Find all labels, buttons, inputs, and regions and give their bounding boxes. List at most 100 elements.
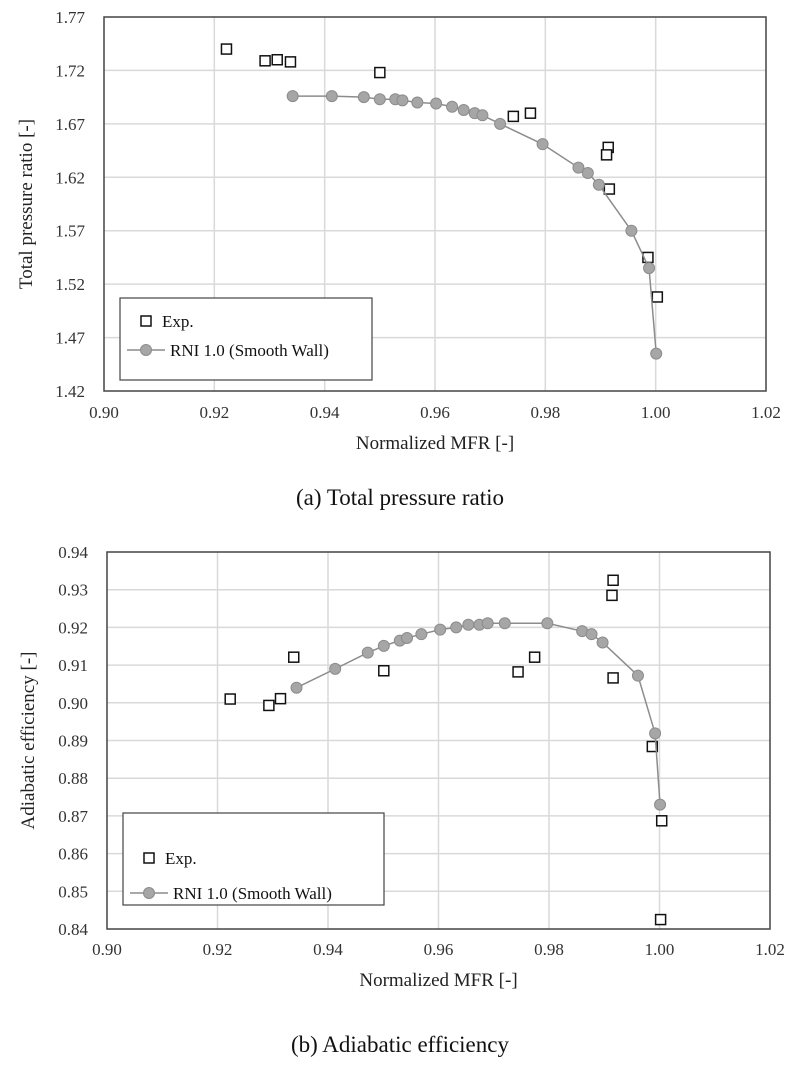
legend-marker-square — [140, 315, 152, 327]
y-tick-label: 0.91 — [58, 656, 88, 675]
x-tick-label: 0.90 — [92, 940, 122, 959]
data-point-circle — [536, 138, 549, 151]
legend: Exp. RNI 1.0 (Smooth Wall) — [119, 297, 373, 381]
data-point-circle — [643, 262, 656, 275]
data-point-circle — [649, 727, 662, 740]
x-tick-label: 1.02 — [755, 940, 785, 959]
legend-label-exp: Exp. — [165, 849, 197, 868]
x-tick-label: 1.00 — [641, 403, 671, 422]
data-point-square — [507, 110, 520, 123]
y-tick-label: 1.67 — [55, 115, 85, 134]
data-point-circle — [585, 628, 598, 641]
data-point-square — [600, 149, 613, 161]
data-point-circle — [415, 628, 428, 641]
y-axis-title: Adiabatic efficiency [-] — [18, 652, 39, 830]
y-tick-label: 1.77 — [55, 8, 85, 27]
data-point-circle — [361, 646, 374, 659]
x-axis-title: Normalized MFR [-] — [356, 433, 514, 454]
series-exp — [224, 574, 668, 926]
data-point-circle — [592, 178, 605, 191]
data-point-square — [374, 66, 386, 79]
y-tick-label: 0.87 — [58, 807, 88, 826]
data-point-square — [603, 183, 616, 195]
data-point-circle — [373, 93, 386, 106]
data-point-circle — [481, 617, 494, 630]
legend-marker-square — [143, 852, 155, 864]
data-point-square — [263, 699, 275, 712]
data-point-square — [512, 666, 524, 678]
data-point-circle — [430, 97, 443, 110]
data-point-square — [220, 43, 233, 55]
y-tick-label: 0.86 — [58, 845, 88, 864]
y-tick-label: 0.85 — [58, 882, 88, 901]
data-point-square — [655, 815, 668, 827]
y-tick-label: 1.42 — [55, 382, 85, 401]
data-point-square — [606, 589, 618, 602]
data-point-circle — [631, 669, 644, 682]
legend-marker-circle — [140, 344, 152, 356]
legend-marker-circle — [143, 887, 155, 899]
y-tick-label: 0.94 — [58, 543, 88, 562]
legend-label-exp: Exp. — [162, 312, 194, 331]
data-point-square — [607, 672, 619, 684]
x-tick-label: 1.02 — [751, 403, 781, 422]
y-tick-label: 0.88 — [58, 769, 88, 788]
x-tick-label: 0.92 — [199, 403, 229, 422]
y-tick-label: 0.93 — [58, 581, 88, 600]
data-point-square — [654, 913, 667, 926]
y-tick-label: 1.72 — [55, 61, 85, 80]
data-point-circle — [476, 109, 489, 122]
x-tick-label: 0.98 — [530, 403, 560, 422]
data-point-circle — [290, 681, 303, 694]
y-tick-label: 1.52 — [55, 275, 85, 294]
y-tick-label: 0.90 — [58, 694, 88, 713]
plot-area — [103, 16, 767, 392]
x-tick-label: 0.92 — [203, 940, 233, 959]
data-point-circle — [498, 617, 511, 630]
x-tick-label: 0.94 — [310, 403, 340, 422]
data-point-circle — [572, 161, 585, 174]
x-tick-label: 0.90 — [89, 403, 119, 422]
legend-box — [122, 812, 385, 906]
data-point-square — [271, 53, 283, 66]
x-tick-label: 0.94 — [313, 940, 343, 959]
data-point-square — [646, 740, 659, 753]
series-line — [296, 622, 661, 805]
series-rni — [286, 90, 663, 360]
plot-area — [106, 551, 771, 930]
figure-caption: (a) Total pressure ratio — [296, 485, 504, 510]
data-point-circle — [286, 90, 299, 103]
data-point-square — [607, 574, 619, 587]
x-tick-label: 0.96 — [420, 403, 450, 422]
data-point-circle — [625, 224, 638, 237]
data-point-circle — [494, 117, 507, 130]
chart-b: 0.90 0.92 0.94 0.96 0.98 1.00 1.02 0.84 0.85 0.86… — [18, 543, 785, 1057]
data-point-circle — [329, 662, 342, 675]
data-point-square — [378, 665, 390, 677]
data-point-square — [259, 55, 271, 67]
legend: Exp. RNI 1.0 (Smooth Wall) — [122, 812, 385, 906]
y-tick-label: 1.62 — [55, 168, 85, 187]
data-point-circle — [541, 617, 554, 630]
y-tick-label: 0.89 — [58, 732, 88, 751]
data-point-circle — [434, 623, 447, 636]
data-point-circle — [581, 167, 594, 180]
chart-a: 0.90 0.92 0.94 0.96 0.98 1.00 1.02 1.42 1.47 1.52… — [16, 8, 781, 510]
y-axis-title: Total pressure ratio [-] — [16, 119, 37, 289]
data-point-circle — [325, 90, 338, 103]
data-point-circle — [357, 91, 370, 104]
data-point-square — [287, 651, 300, 663]
series-rni — [290, 617, 667, 811]
x-axis-title: Normalized MFR [-] — [359, 970, 517, 991]
data-point-circle — [401, 631, 414, 644]
data-point-circle — [396, 94, 409, 107]
data-point-square — [224, 693, 236, 705]
x-tick-label: 1.00 — [645, 940, 675, 959]
y-tick-label: 1.57 — [55, 222, 85, 241]
data-point-circle — [450, 621, 463, 634]
data-point-circle — [462, 618, 475, 631]
y-tick-label: 1.47 — [55, 329, 85, 348]
data-point-circle — [446, 100, 459, 113]
data-point-circle — [654, 798, 667, 811]
data-point-square — [524, 107, 537, 119]
